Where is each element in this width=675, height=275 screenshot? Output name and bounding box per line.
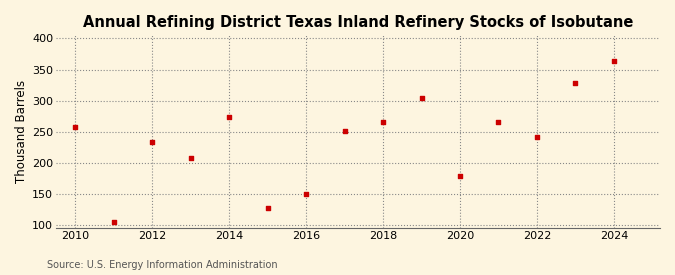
Y-axis label: Thousand Barrels: Thousand Barrels (15, 80, 28, 183)
Title: Annual Refining District Texas Inland Refinery Stocks of Isobutane: Annual Refining District Texas Inland Re… (83, 15, 633, 30)
Point (147, 140, 158, 144)
Point (339, 129, 350, 133)
Point (300, 192, 311, 197)
Point (186, 156, 196, 160)
Point (377, 120, 388, 125)
Point (608, 59, 619, 64)
Point (570, 81, 580, 85)
Point (224, 115, 235, 119)
Text: Source: U.S. Energy Information Administration: Source: U.S. Energy Information Administ… (47, 260, 278, 270)
Point (70, 125, 81, 129)
Point (109, 220, 119, 225)
Point (493, 120, 504, 125)
Point (531, 135, 542, 139)
Point (416, 96, 427, 100)
Point (262, 206, 273, 210)
Point (454, 174, 465, 178)
